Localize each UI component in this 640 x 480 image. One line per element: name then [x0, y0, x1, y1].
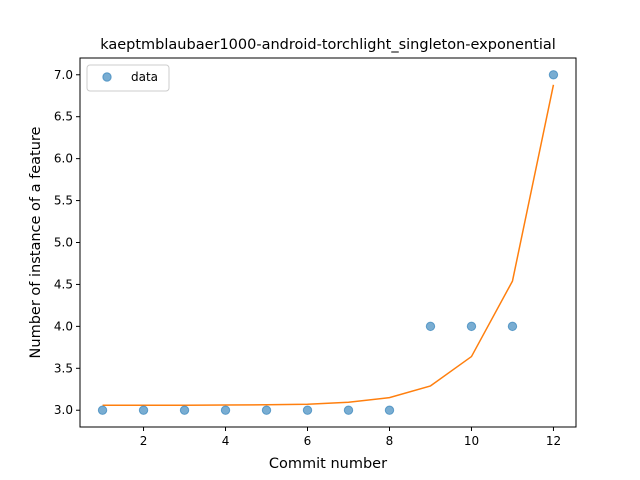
y-tick-label: 4.0: [54, 319, 73, 333]
legend-marker-data: [102, 72, 112, 82]
data-point: [179, 405, 190, 415]
y-tick-label: 5.5: [54, 194, 73, 208]
x-tick-label: 2: [140, 434, 148, 448]
y-tick-label: 7.0: [54, 68, 73, 82]
data-point: [425, 321, 436, 332]
data-point: [384, 405, 395, 415]
x-tick-label: 10: [464, 434, 479, 448]
plot-area: 2 4 6 8 10 12 3.0 3.5 4.0 4.5 5.0 5.5 6.0 6.5 7.0: [54, 68, 561, 448]
x-tick-label: 4: [222, 434, 230, 448]
chart-title: kaeptmblaubaer1000-android-torchlight_si…: [100, 37, 556, 53]
data-point: [261, 405, 272, 415]
data-point: [343, 405, 354, 415]
fit-line: [102, 84, 555, 406]
x-tick-label: 8: [386, 434, 394, 448]
data-point: [302, 405, 313, 415]
data-point: [466, 321, 477, 332]
data-point: [138, 405, 149, 415]
data-point: [548, 70, 559, 80]
axes-frame: [79, 57, 577, 428]
legend-box: [86, 64, 170, 92]
y-tick-label: 3.5: [54, 361, 73, 375]
data-point: [507, 321, 518, 332]
data-point: [97, 405, 108, 415]
x-axis-label: Commit number: [269, 456, 387, 472]
x-tick-label: 6: [304, 434, 312, 448]
legend: data: [86, 64, 170, 92]
y-tick-label: 6.5: [54, 110, 73, 124]
y-tick-label: 5.0: [54, 236, 73, 250]
y-tick-label: 3.0: [54, 403, 73, 417]
legend-label-data: data: [131, 70, 158, 84]
data-point: [220, 405, 231, 415]
y-tick-label: 6.0: [54, 152, 73, 166]
y-tick-label: 4.5: [54, 277, 73, 291]
y-axis-label: Number of instance of a feature: [28, 126, 44, 358]
x-tick-label: 12: [546, 434, 561, 448]
